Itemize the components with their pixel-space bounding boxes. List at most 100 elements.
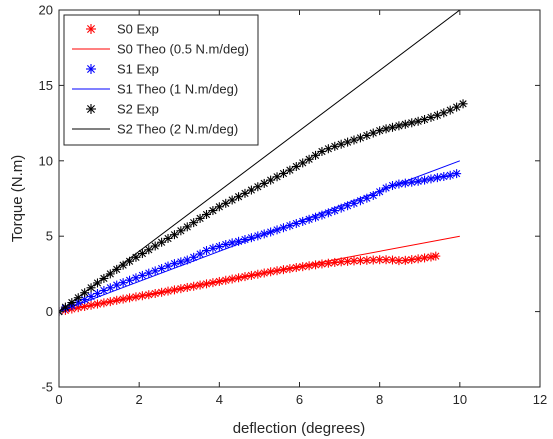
- data-point: [118, 260, 128, 270]
- y-tick-label: -5: [41, 380, 53, 395]
- data-point: [189, 252, 199, 262]
- data-point: [387, 122, 397, 132]
- data-point: [208, 243, 218, 253]
- legend-label: S1 Exp: [117, 62, 159, 77]
- data-point: [208, 206, 218, 216]
- data-point: [278, 223, 288, 233]
- data-point: [246, 185, 256, 195]
- series-markers-s1-exp: [59, 169, 462, 317]
- series-line-s2-theo-2-n-m-deg: [59, 10, 461, 312]
- data-point: [349, 135, 359, 145]
- data-point: [413, 254, 423, 264]
- data-point: [394, 121, 404, 131]
- legend-item: S1 Theo (1 N.m/deg): [72, 82, 238, 97]
- data-point: [426, 112, 436, 122]
- legend-item: S2 Theo (2 N.m/deg): [72, 122, 238, 137]
- legend-item: S1 Exp: [86, 62, 159, 77]
- data-point: [227, 238, 237, 248]
- data-point: [362, 130, 372, 140]
- data-point: [343, 137, 353, 147]
- y-tick-label: 20: [39, 3, 53, 18]
- legend-box: [63, 14, 259, 146]
- data-point: [431, 251, 441, 261]
- data-point: [278, 168, 288, 178]
- data-point: [266, 175, 276, 185]
- data-point: [400, 255, 410, 265]
- data-point: [381, 124, 391, 134]
- legend-marker-swatch: [86, 24, 96, 34]
- y-tick-label: 10: [39, 153, 53, 168]
- data-point: [157, 237, 167, 247]
- data-point: [125, 275, 135, 285]
- series-line-s1-theo-1-n-m-deg: [59, 160, 461, 313]
- data-point: [375, 187, 385, 197]
- data-point: [137, 270, 147, 280]
- data-point: [317, 210, 327, 220]
- data-point: [317, 146, 327, 156]
- data-point: [452, 169, 462, 179]
- data-point: [407, 118, 417, 128]
- x-tick-label: 6: [296, 392, 303, 407]
- data-point: [355, 133, 365, 143]
- data-point: [304, 261, 314, 271]
- data-point: [291, 162, 301, 172]
- y-tick-label: 0: [46, 304, 53, 319]
- data-point: [240, 188, 250, 198]
- data-point: [439, 171, 449, 181]
- data-point: [202, 246, 212, 256]
- data-point: [407, 255, 417, 265]
- legend: S0 Exp S0 Theo (0.5 N.m/deg) S1 Exp S1 Theo…: [63, 14, 259, 146]
- x-tick-label: 12: [533, 392, 547, 407]
- data-point: [240, 235, 250, 245]
- data-point: [458, 99, 468, 109]
- x-tick-label: 2: [136, 392, 143, 407]
- data-point: [368, 190, 378, 200]
- data-point: [330, 141, 340, 151]
- data-point: [227, 195, 237, 205]
- data-point: [355, 256, 365, 266]
- data-point: [387, 255, 397, 265]
- data-point: [291, 263, 301, 273]
- data-point: [420, 175, 430, 185]
- data-point: [362, 255, 372, 265]
- data-point: [368, 128, 378, 138]
- data-point: [311, 260, 321, 270]
- legend-label: S2 Theo (2 N.m/deg): [117, 122, 238, 137]
- data-point: [221, 198, 231, 208]
- data-point: [169, 230, 179, 240]
- data-point: [394, 256, 404, 266]
- legend-marker-swatch: [86, 64, 96, 74]
- data-point: [285, 165, 295, 175]
- data-point: [317, 259, 327, 269]
- data-point: [272, 172, 282, 182]
- data-point: [413, 116, 423, 126]
- legend-label: S2 Exp: [117, 102, 159, 117]
- data-point: [387, 181, 397, 191]
- data-point: [400, 119, 410, 129]
- x-tick-label: 4: [216, 392, 223, 407]
- data-point: [182, 222, 192, 232]
- data-point: [234, 192, 244, 202]
- legend-item: S2 Exp: [86, 102, 159, 117]
- data-point: [432, 173, 442, 183]
- data-point: [176, 226, 186, 236]
- y-axis-title: Torque (N.m): [9, 155, 26, 243]
- legend-label: S0 Theo (0.5 N.m/deg): [117, 42, 249, 57]
- data-point: [195, 249, 205, 259]
- data-point: [311, 150, 321, 160]
- x-tick-label: 10: [453, 392, 467, 407]
- x-tick-label: 8: [376, 392, 383, 407]
- data-point: [137, 249, 147, 259]
- legend-item: S0 Exp: [86, 22, 159, 37]
- data-point: [92, 289, 102, 299]
- legend-item: S0 Theo (0.5 N.m/deg): [72, 42, 249, 57]
- data-point: [150, 241, 160, 251]
- data-point: [202, 209, 212, 219]
- y-tick-label: 15: [39, 78, 53, 93]
- y-tick-label: 5: [46, 229, 53, 244]
- data-point: [253, 182, 263, 192]
- data-point: [432, 110, 442, 120]
- data-point: [420, 253, 430, 263]
- data-point: [381, 183, 391, 193]
